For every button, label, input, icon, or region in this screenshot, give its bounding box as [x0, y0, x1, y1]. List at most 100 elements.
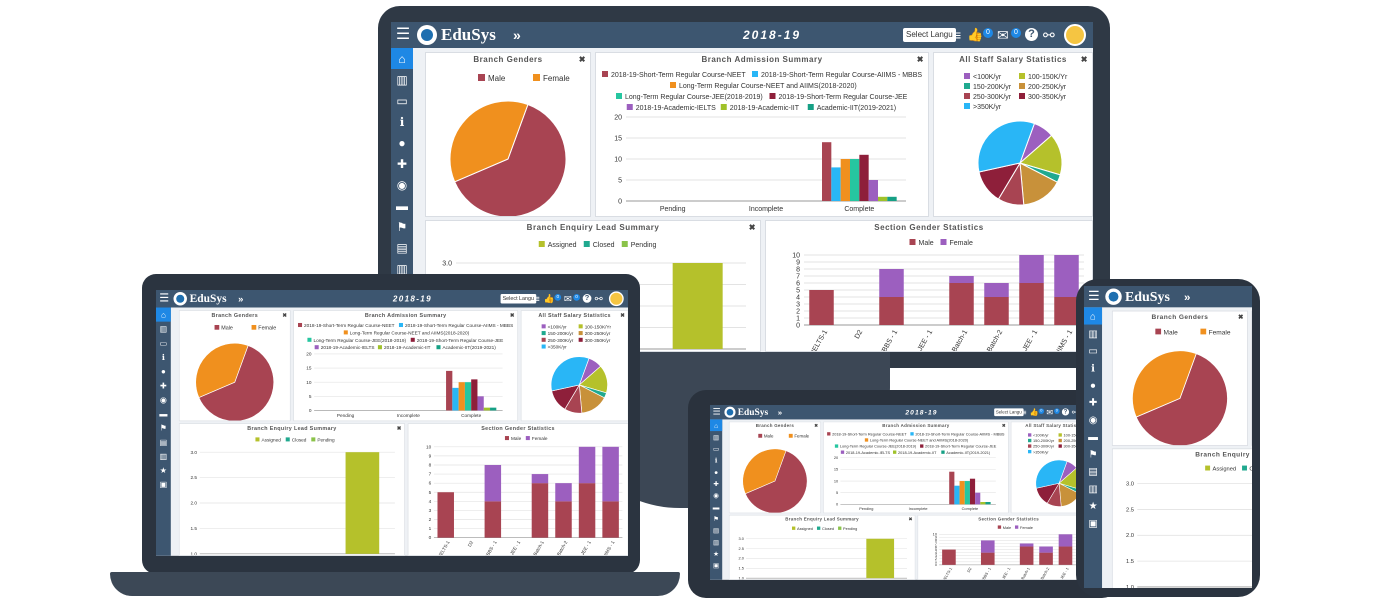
home-icon[interactable]: ⌂: [710, 419, 723, 432]
document-icon[interactable]: ▤: [396, 240, 408, 255]
legend-label[interactable]: 2018-19-Academic-IELTS: [846, 450, 891, 455]
monitor-icon[interactable]: ▭: [396, 93, 408, 108]
bar[interactable]: [859, 154, 869, 201]
bar[interactable]: [437, 492, 454, 538]
bar[interactable]: [1019, 543, 1034, 547]
bar[interactable]: [1019, 546, 1034, 565]
help-icon[interactable]: ?: [1025, 28, 1038, 41]
flag-icon[interactable]: ⚑: [396, 219, 408, 234]
bar[interactable]: [868, 180, 878, 201]
legend-label[interactable]: Female: [1209, 329, 1231, 336]
bar[interactable]: [959, 481, 965, 505]
legend-label[interactable]: 250-300K/yr: [1033, 444, 1055, 449]
legend-label[interactable]: Pending: [631, 242, 657, 249]
bar[interactable]: [980, 540, 995, 553]
app-logo[interactable]: EduSys: [173, 290, 227, 307]
bar[interactable]: [458, 382, 465, 411]
add-user-icon[interactable]: ✚: [160, 380, 167, 390]
legend-label[interactable]: 2018-19-Short-Term Regular Course-AIIMS …: [405, 323, 513, 328]
user-icon[interactable]: ●: [714, 467, 719, 476]
document-icon[interactable]: ▤: [159, 437, 168, 447]
add-user-icon[interactable]: ✚: [396, 156, 408, 171]
close-icon[interactable]: ✖: [1001, 423, 1006, 429]
legend-label[interactable]: Academic-IIT(2019-2021): [443, 345, 497, 350]
legend-label[interactable]: Long-Term Regular Course-JEE(2018-2019): [313, 338, 406, 343]
monitor-icon[interactable]: ▭: [159, 338, 168, 348]
bar[interactable]: [446, 370, 453, 411]
help-icon[interactable]: ?: [582, 294, 592, 303]
bank-icon[interactable]: ▥: [396, 72, 408, 87]
user-icon[interactable]: ●: [160, 366, 166, 376]
monitor-icon[interactable]: ▭: [1088, 344, 1098, 357]
bar[interactable]: [531, 474, 549, 484]
pie-slice[interactable]: [1135, 353, 1228, 446]
bar[interactable]: [879, 297, 904, 325]
legend-label[interactable]: Male: [1164, 329, 1179, 336]
legend-label[interactable]: 300-350K/yr: [585, 338, 611, 343]
bar[interactable]: [602, 501, 619, 538]
legend-label[interactable]: Male: [221, 326, 233, 332]
legend-label[interactable]: Assigned: [797, 526, 813, 531]
legend-label[interactable]: Long-Term Regular Course-JEE(2018-2019): [625, 94, 763, 101]
legend-label[interactable]: 200-250K/yr: [1028, 84, 1067, 91]
pie-slice[interactable]: [550, 356, 590, 392]
bar[interactable]: [984, 283, 1009, 297]
bar[interactable]: [464, 382, 472, 411]
book-icon[interactable]: ▥: [159, 451, 168, 461]
hamburger-menu-icon[interactable]: ☰: [395, 26, 411, 43]
expand-sidebar-icon[interactable]: »: [513, 27, 521, 43]
card-icon[interactable]: ▬: [159, 408, 168, 419]
legend-label[interactable]: Assigned: [1213, 467, 1237, 473]
bank-icon[interactable]: ▥: [712, 433, 720, 441]
link-icon[interactable]: ⚯: [594, 293, 603, 305]
bar[interactable]: [531, 483, 549, 538]
legend-label[interactable]: Female: [543, 74, 570, 83]
legend-label[interactable]: 2018-19-Short-Term Regular Course-JEE: [417, 338, 504, 343]
legend-label[interactable]: >350K/yr: [973, 104, 1002, 111]
bar[interactable]: [1058, 534, 1073, 547]
legend-label[interactable]: 2018-19-Academic-IIT: [384, 345, 431, 350]
legend-label[interactable]: 200-250K/yr: [1064, 438, 1086, 443]
legend-label[interactable]: 2018-19-Short-Term Regular Course-AIIMS …: [915, 432, 1005, 437]
book-icon[interactable]: ▥: [712, 537, 720, 546]
bar[interactable]: [483, 407, 491, 411]
legend-label[interactable]: 250-300K/yr: [548, 338, 574, 343]
legend-label[interactable]: Assigned: [261, 437, 281, 442]
bar[interactable]: [490, 407, 497, 411]
legend-label[interactable]: 100-150K/Yr: [1028, 74, 1068, 81]
bar[interactable]: [555, 483, 572, 502]
legend-label[interactable]: Male: [919, 240, 934, 247]
legend-label[interactable]: Pending: [317, 437, 335, 442]
bar[interactable]: [985, 502, 991, 505]
bar[interactable]: [954, 485, 960, 505]
legend-label[interactable]: 2018-19-Short-Term Regular Course-JEE: [925, 444, 997, 449]
book-icon[interactable]: ▥: [396, 261, 408, 276]
legend-label[interactable]: >350K/yr: [1033, 449, 1049, 454]
close-icon[interactable]: ✖: [578, 55, 586, 64]
close-icon[interactable]: ✖: [814, 423, 819, 429]
hamburger-menu-icon[interactable]: ☰: [1087, 289, 1100, 304]
users-icon[interactable]: ◉: [396, 177, 408, 192]
bar[interactable]: [949, 471, 955, 505]
pie-slice[interactable]: [977, 120, 1036, 173]
legend-label[interactable]: Long-Term Regular Course-NEET and AIIMS(…: [679, 83, 857, 90]
legend-label[interactable]: 150-200K/yr: [1033, 438, 1055, 443]
list-icon[interactable]: ≡: [534, 293, 540, 305]
flag-icon[interactable]: ⚑: [1088, 447, 1098, 460]
app-logo[interactable]: EduSys: [417, 22, 496, 48]
like-icon[interactable]: 👍: [1029, 407, 1039, 417]
bar[interactable]: [879, 269, 904, 297]
bar[interactable]: [1039, 552, 1053, 565]
close-icon[interactable]: ✖: [396, 425, 402, 432]
legend-label[interactable]: 300-350K/yr: [1028, 94, 1067, 101]
bar[interactable]: [980, 502, 986, 505]
legend-label[interactable]: Closed: [822, 526, 834, 531]
language-select[interactable]: Select Langu: [500, 294, 537, 304]
close-icon[interactable]: ✖: [509, 312, 515, 319]
bar[interactable]: [555, 501, 572, 538]
bar[interactable]: [578, 483, 596, 538]
bar[interactable]: [602, 446, 619, 502]
legend-label[interactable]: 300-350K/yr: [1064, 444, 1086, 449]
close-icon[interactable]: ✖: [1080, 55, 1088, 64]
star-icon[interactable]: ★: [159, 465, 168, 475]
